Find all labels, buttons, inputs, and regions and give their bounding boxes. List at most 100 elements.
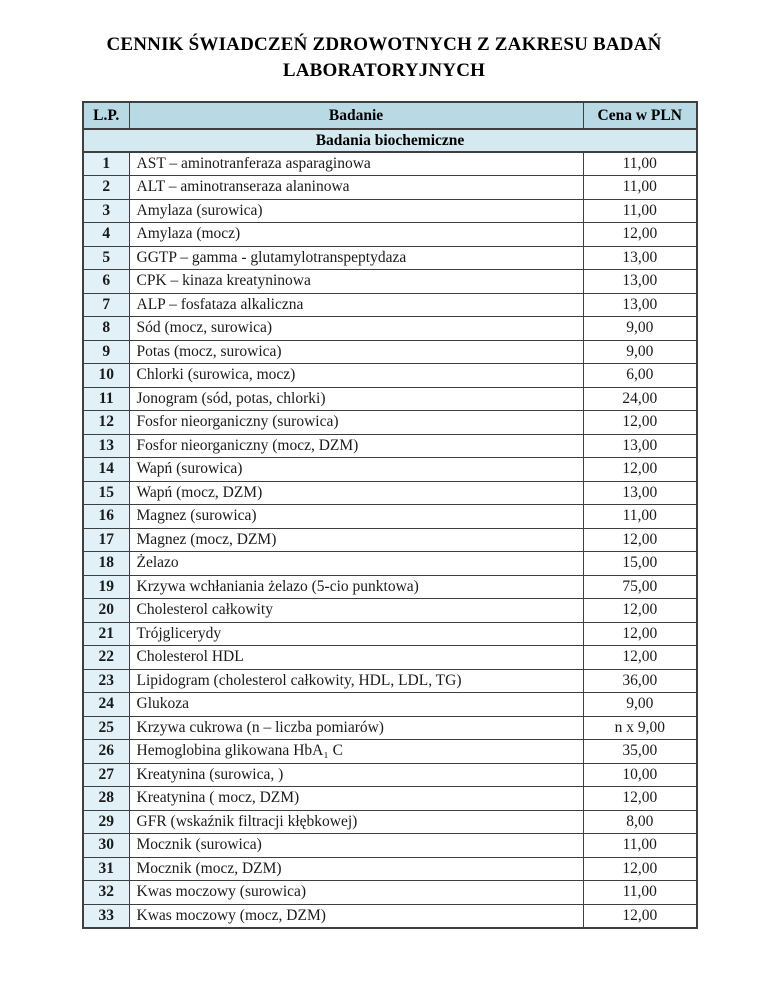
price-cell: 24,00: [582, 386, 698, 411]
test-name-cell: Krzywa cukrowa (n – liczba pomiarów): [128, 715, 584, 740]
table-row: 8 Sód (mocz, surowica) 9,00: [82, 316, 698, 341]
price-cell: 12,00: [582, 222, 698, 247]
column-header-lp: L.P.: [82, 101, 130, 130]
price-cell: 12,00: [582, 410, 698, 435]
test-name-cell: Krzywa wchłaniania żelazo (5-cio punktow…: [128, 574, 584, 599]
test-name-cell: Wapń (mocz, DZM): [128, 480, 584, 505]
row-number-cell: 29: [82, 809, 130, 834]
price-cell: 12,00: [582, 645, 698, 670]
row-number-cell: 14: [82, 457, 130, 482]
table-row: 22 Cholesterol HDL 12,00: [82, 645, 698, 670]
row-number-cell: 9: [82, 339, 130, 364]
document-title: CENNIK ŚWIADCZEŃ ZDROWOTNYCH Z ZAKRESU B…: [0, 0, 768, 84]
test-name-cell: Amylaza (mocz): [128, 222, 584, 247]
table-row: 28 Kreatynina ( mocz, DZM) 12,00: [82, 786, 698, 811]
price-table-body: Badania biochemiczne 1 AST – aminotranfe…: [82, 128, 698, 928]
test-name-cell: Kreatynina (surowica, ): [128, 762, 584, 787]
table-row: 27 Kreatynina (surowica, ) 10,00: [82, 762, 698, 787]
table-row: 11 Jonogram (sód, potas, chlorki) 24,00: [82, 386, 698, 411]
table-row: 1 AST – aminotranferaza asparaginowa 11,…: [82, 151, 698, 176]
test-name-cell: AST – aminotranferaza asparaginowa: [128, 151, 584, 176]
table-row: 33 Kwas moczowy (mocz, DZM) 12,00: [82, 903, 698, 928]
table-row: 30 Mocznik (surowica) 11,00: [82, 833, 698, 858]
row-number-cell: 32: [82, 880, 130, 905]
table-row: 25 Krzywa cukrowa (n – liczba pomiarów) …: [82, 715, 698, 740]
table-row: 2 ALT – aminotranseraza alaninowa 11,00: [82, 175, 698, 200]
table-row: 23 Lipidogram (cholesterol całkowity, HD…: [82, 668, 698, 693]
price-cell: 12,00: [582, 621, 698, 646]
row-number-cell: 19: [82, 574, 130, 599]
row-number-cell: 1: [82, 151, 130, 176]
test-name-cell: Hemoglobina glikowana HbA₁ C: [128, 739, 584, 764]
price-cell: 8,00: [582, 809, 698, 834]
price-cell: 6,00: [582, 363, 698, 388]
price-cell: 11,00: [582, 198, 698, 223]
header-row: L.P. Badanie Cena w PLN: [82, 101, 698, 130]
price-cell: 13,00: [582, 433, 698, 458]
row-number-cell: 5: [82, 245, 130, 270]
price-cell: 12,00: [582, 457, 698, 482]
document-title-line1: CENNIK ŚWIADCZEŃ ZDROWOTNYCH Z ZAKRESU B…: [106, 34, 662, 55]
price-cell: 10,00: [582, 762, 698, 787]
row-number-cell: 23: [82, 668, 130, 693]
table-row: 7 ALP – fosfataza alkaliczna 13,00: [82, 292, 698, 317]
test-name-cell: Kreatynina ( mocz, DZM): [128, 786, 584, 811]
row-number-cell: 11: [82, 386, 130, 411]
table-row: 21 Trójglicerydy 12,00: [82, 621, 698, 646]
price-cell: 9,00: [582, 692, 698, 717]
table-row: 18 Żelazo 15,00: [82, 551, 698, 576]
test-name-cell: Trójglicerydy: [128, 621, 584, 646]
row-number-cell: 20: [82, 598, 130, 623]
row-number-cell: 16: [82, 504, 130, 529]
test-name-cell: Magnez (mocz, DZM): [128, 527, 584, 552]
table-row: 5 GGTP – gamma - glutamylotranspeptydaza…: [82, 245, 698, 270]
test-name-cell: Chlorki (surowica, mocz): [128, 363, 584, 388]
test-name-cell: Kwas moczowy (surowica): [128, 880, 584, 905]
price-cell: 12,00: [582, 527, 698, 552]
row-number-cell: 28: [82, 786, 130, 811]
table-row: 12 Fosfor nieorganiczny (surowica) 12,00: [82, 410, 698, 435]
test-name-cell: Mocznik (mocz, DZM): [128, 856, 584, 881]
test-name-cell: Glukoza: [128, 692, 584, 717]
table-row: 31 Mocznik (mocz, DZM) 12,00: [82, 856, 698, 881]
column-header-cena: Cena w PLN: [582, 101, 698, 130]
table-row: 6 CPK – kinaza kreatyninowa 13,00: [82, 269, 698, 294]
table-row: 29 GFR (wskaźnik filtracji kłębkowej) 8,…: [82, 809, 698, 834]
price-cell: 11,00: [582, 833, 698, 858]
test-name-cell: Sód (mocz, surowica): [128, 316, 584, 341]
price-cell: 13,00: [582, 480, 698, 505]
test-name-cell: Amylaza (surowica): [128, 198, 584, 223]
row-number-cell: 27: [82, 762, 130, 787]
price-cell: 12,00: [582, 903, 698, 928]
row-number-cell: 26: [82, 739, 130, 764]
table-row: 4 Amylaza (mocz) 12,00: [82, 222, 698, 247]
test-name-cell: Magnez (surowica): [128, 504, 584, 529]
price-cell: 12,00: [582, 856, 698, 881]
test-name-cell: Potas (mocz, surowica): [128, 339, 584, 364]
test-name-cell: Wapń (surowica): [128, 457, 584, 482]
price-cell: 36,00: [582, 668, 698, 693]
price-table: L.P. Badanie Cena w PLN Badania biochemi…: [82, 101, 698, 929]
document-title-line2: LABORATORYJNYCH: [282, 60, 486, 81]
section-row: Badania biochemiczne: [82, 128, 698, 153]
row-number-cell: 25: [82, 715, 130, 740]
test-name-cell: Fosfor nieorganiczny (mocz, DZM): [128, 433, 584, 458]
test-name-cell: Cholesterol całkowity: [128, 598, 584, 623]
row-number-cell: 17: [82, 527, 130, 552]
row-number-cell: 33: [82, 903, 130, 928]
test-name-cell: Jonogram (sód, potas, chlorki): [128, 386, 584, 411]
row-number-cell: 18: [82, 551, 130, 576]
price-cell: 35,00: [582, 739, 698, 764]
price-cell: 11,00: [582, 880, 698, 905]
price-cell: 12,00: [582, 598, 698, 623]
row-number-cell: 6: [82, 269, 130, 294]
test-name-cell: GFR (wskaźnik filtracji kłębkowej): [128, 809, 584, 834]
price-cell: n x 9,00: [582, 715, 698, 740]
test-name-cell: Mocznik (surowica): [128, 833, 584, 858]
table-row: 13 Fosfor nieorganiczny (mocz, DZM) 13,0…: [82, 433, 698, 458]
price-cell: 11,00: [582, 151, 698, 176]
price-cell: 13,00: [582, 269, 698, 294]
price-cell: 15,00: [582, 551, 698, 576]
